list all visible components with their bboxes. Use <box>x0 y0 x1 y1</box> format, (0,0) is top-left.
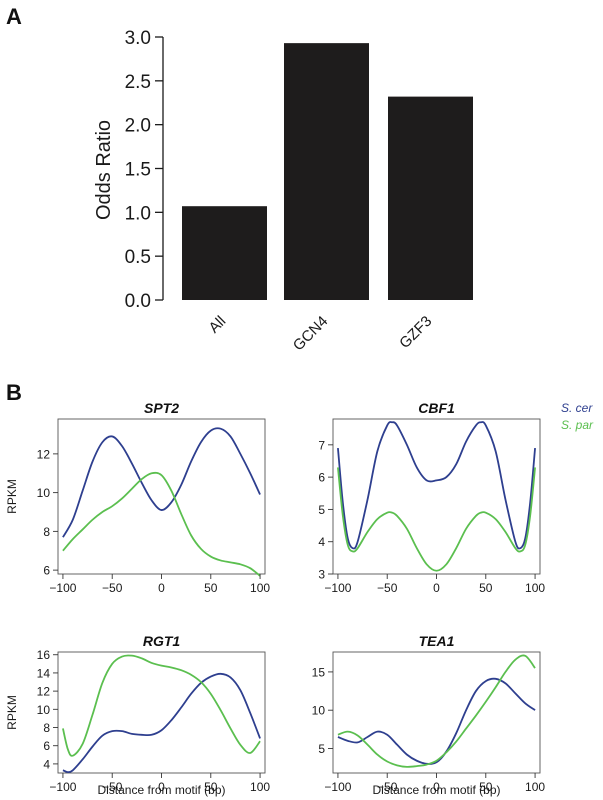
x-tick-label-cbf1-1: −50 <box>377 581 398 595</box>
x-tick-label-spt2-0: −100 <box>49 581 76 595</box>
x-tick-label-gzf3: GZF3 <box>396 313 435 352</box>
title-rgt1: RGT1 <box>143 633 181 649</box>
y-tick-label-spt2-2: 10 <box>37 486 51 500</box>
x-tick-label-cbf1-0: −100 <box>324 581 351 595</box>
x-tick-label-spt2-3: 50 <box>204 581 218 595</box>
y-tick-label-rgt1-4: 12 <box>37 685 51 699</box>
x-tick-label-rgt1-3: 50 <box>204 780 218 794</box>
title-tea1: TEA1 <box>419 633 455 649</box>
x-tick-label-spt2-2: 0 <box>158 581 165 595</box>
legend-entry-s-par: S. par <box>561 418 594 432</box>
line-chart-tea1: TEA1 5 10 15 −100 −50 0 50 100 Distance from moti… <box>312 633 546 797</box>
bar-gzf3 <box>388 96 473 300</box>
x-tick-label-rgt1-0: −100 <box>49 780 76 794</box>
legend-entry-s-cer: S. cer <box>561 401 593 415</box>
bar-gcn4 <box>284 43 369 301</box>
x-tick-label-cbf1-4: 100 <box>525 581 545 595</box>
x-tick-label-gcn4: GCN4 <box>290 313 331 354</box>
y-tick-label-rgt1-5: 14 <box>37 666 51 680</box>
y-tick-label-tea1-2: 15 <box>312 665 326 679</box>
y-tick-label-cbf1-2: 5 <box>318 503 325 517</box>
y-tick-label-6: 3.0 <box>125 28 151 49</box>
x-tick-label-spt2-1: −50 <box>102 581 123 595</box>
y-tick-label-rgt1-2: 8 <box>43 721 50 735</box>
title-spt2: SPT2 <box>144 400 179 416</box>
series-line-rgt1-s-par <box>62 654 261 757</box>
y-tick-label-cbf1-4: 7 <box>318 438 325 452</box>
series-line-spt2-s-cer <box>62 427 261 538</box>
x-tick-label-tea1-0: −100 <box>324 780 351 794</box>
x-tick-label-tea1-1: −50 <box>377 780 398 794</box>
x-tick-label-tea1-3: 50 <box>479 780 493 794</box>
y-tick-label-rgt1-0: 4 <box>43 757 50 771</box>
panel-label-a: A <box>6 4 22 29</box>
x-tick-label-rgt1-1: −50 <box>102 780 123 794</box>
x-tick-label-rgt1-2: 0 <box>158 780 165 794</box>
line-chart-cbf1: CBF1 3 4 5 6 7 −100 −50 0 50 100 <box>318 400 545 595</box>
y-tick-label-rgt1-3: 10 <box>37 703 51 717</box>
y-tick-label-4: 2.0 <box>125 116 151 137</box>
y-tick-label-5: 2.5 <box>125 72 151 93</box>
plot-frame-rgt1 <box>57 651 266 774</box>
series-line-tea1-s-par <box>337 654 536 768</box>
title-cbf1: CBF1 <box>418 400 455 416</box>
x-tick-label-tea1-2: 0 <box>433 780 440 794</box>
bar-all <box>182 206 267 300</box>
x-tick-label-cbf1-2: 0 <box>433 581 440 595</box>
y-tick-label-rgt1-6: 16 <box>37 648 51 662</box>
series-line-cbf1-s-cer <box>337 421 536 550</box>
x-tick-label-cbf1-3: 50 <box>479 581 493 595</box>
y-axis-label-rgt1: RPKM <box>5 695 19 730</box>
y-tick-label-spt2-0: 6 <box>43 564 50 578</box>
y-tick-label-rgt1-1: 6 <box>43 739 50 753</box>
y-tick-label-spt2-1: 8 <box>43 525 50 539</box>
x-tick-label-rgt1-4: 100 <box>250 780 270 794</box>
y-axis-label-spt2: RPKM <box>5 479 19 514</box>
x-axis-label-tea1: Distance from motif (bp) <box>372 783 500 797</box>
panel-label-b: B <box>6 380 22 405</box>
y-tick-label-cbf1-0: 3 <box>318 568 325 582</box>
plot-frame-tea1 <box>332 651 541 774</box>
y-tick-label-cbf1-3: 6 <box>318 471 325 485</box>
y-tick-label-spt2-3: 12 <box>37 447 51 461</box>
y-tick-label-1: 0.5 <box>125 247 151 268</box>
x-tick-label-tea1-4: 100 <box>525 780 545 794</box>
series-line-rgt1-s-cer <box>62 672 261 774</box>
bar-chart: 0.0 0.5 1.0 1.5 2.0 2.5 3.0 Odds Ratio All GCN4 GZ… <box>93 28 473 354</box>
y-tick-label-tea1-1: 10 <box>312 704 326 718</box>
legend: S. cer S. par <box>561 401 594 432</box>
y-axis-label: Odds Ratio <box>93 120 115 220</box>
line-chart-rgt1: RGT1 4 6 8 10 12 14 16 −100 −50 0 50 100 RPKM Distance… <box>5 633 270 797</box>
y-tick-label-3: 1.5 <box>125 160 151 181</box>
line-chart-spt2: SPT2 6 8 10 12 −100 −50 0 50 100 RPKM <box>5 400 270 595</box>
series-line-spt2-s-par <box>62 471 261 577</box>
y-tick-label-0: 0.0 <box>125 291 151 312</box>
x-axis-label-rgt1: Distance from motif (bp) <box>97 783 225 797</box>
plot-frame-cbf1 <box>332 418 541 575</box>
y-tick-label-2: 1.0 <box>125 203 151 224</box>
x-tick-label-all: All <box>206 313 230 337</box>
series-line-tea1-s-cer <box>337 677 536 765</box>
y-tick-label-cbf1-1: 4 <box>318 535 325 549</box>
y-tick-label-tea1-0: 5 <box>318 742 325 756</box>
x-tick-label-spt2-4: 100 <box>250 581 270 595</box>
series-line-cbf1-s-par <box>337 467 536 572</box>
